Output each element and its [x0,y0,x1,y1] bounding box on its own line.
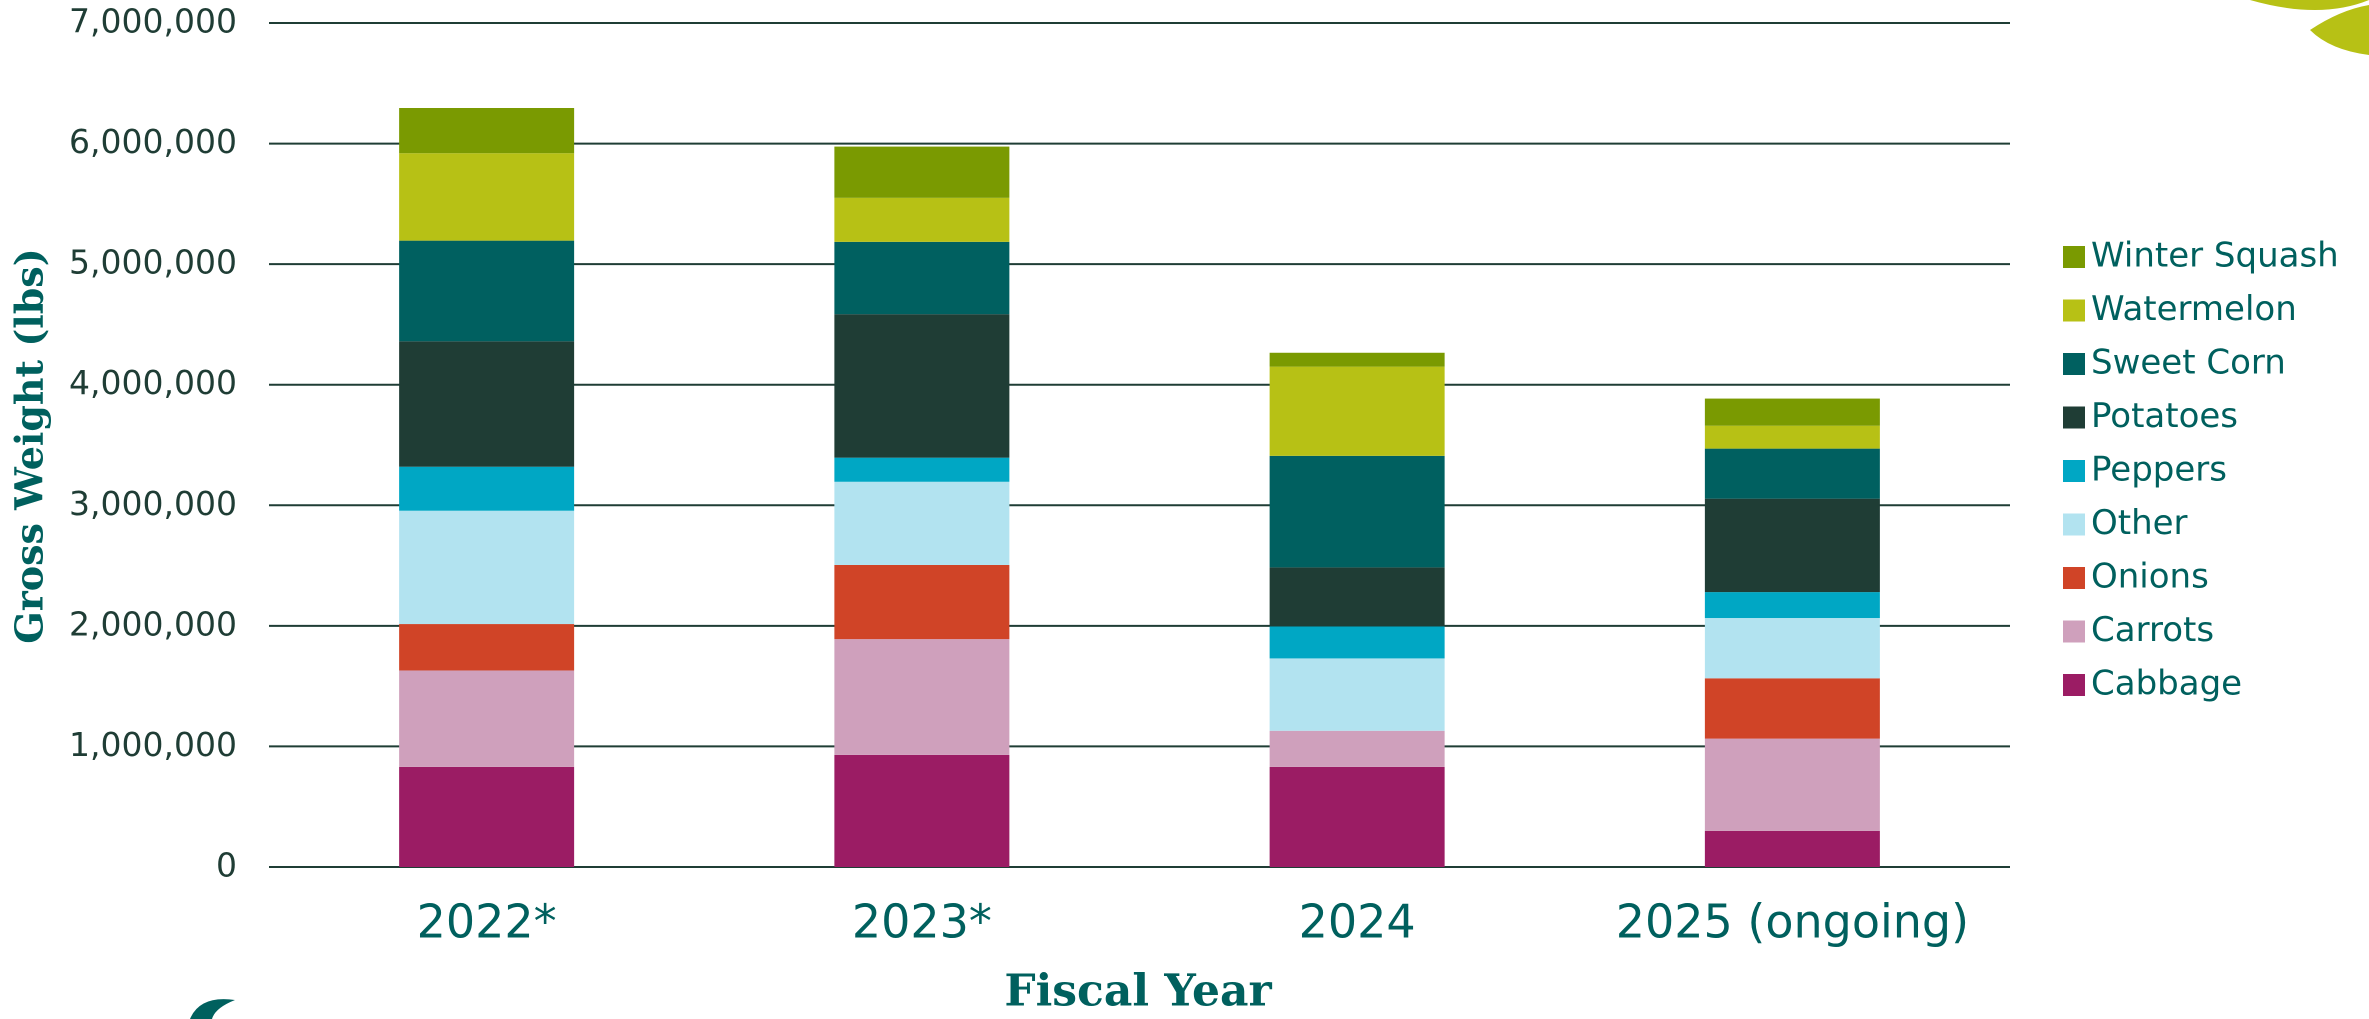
legend-label: Peppers [2091,450,2227,490]
x-tick-label: 2022* [417,895,557,949]
x-tick-label: 2023* [852,895,992,949]
bar-segment [834,241,1010,315]
legend-label: Watermelon [2091,289,2297,329]
y-tick-label: 1,000,000 [69,725,237,764]
bar-segment [834,314,1010,458]
bar-segment [399,108,575,154]
bar-segment [399,510,575,625]
legend-label: Winter Squash [2091,236,2339,276]
legend-swatch [2063,460,2085,482]
bar-segment [1704,830,1880,867]
bar-segment [834,564,1010,640]
y-tick-label: 7,000,000 [69,2,237,41]
bar-segment [834,457,1010,482]
bar-segment [399,341,575,467]
x-tick-label: 2025 (ongoing) [1616,895,1969,949]
legend-label: Onions [2091,557,2209,597]
y-tick-label: 3,000,000 [69,484,237,523]
bar-segment [834,197,1010,242]
bar-segment [1269,352,1445,367]
bar-segment [399,240,575,342]
bar-segment [399,624,575,671]
x-tick-label: 2024 [1299,895,1416,949]
bar-segment [1704,425,1880,449]
bar-segment [1704,738,1880,831]
bar-segment [834,146,1010,198]
bar-segment [1269,626,1445,659]
y-tick-label: 2,000,000 [69,604,237,643]
legend-label: Sweet Corn [2091,343,2286,383]
bar-segment [399,466,575,511]
bar-segment [1269,730,1445,767]
bar-segment [399,153,575,241]
bar-segment [834,754,1010,867]
y-tick-label: 0 [216,846,237,885]
bar-segment [1269,567,1445,627]
legend-label: Potatoes [2091,396,2238,436]
bar-segment [399,766,575,867]
bar-segment [1704,678,1880,739]
bar-segment [834,639,1010,755]
legend-swatch [2063,620,2085,643]
bar-segment [1269,766,1445,867]
bar-segment [1704,448,1880,499]
bar-segment [1704,498,1880,593]
legend-swatch [2063,406,2085,429]
bar-segment [1704,592,1880,619]
bar-segment [834,481,1010,565]
legend-swatch [2063,513,2085,536]
bar-segment [1269,366,1445,456]
legend-label: Other [2091,503,2188,543]
legend-swatch [2063,246,2085,268]
x-axis-title: Fiscal Year [1004,966,1272,1017]
legend-label: Carrots [2091,610,2214,650]
bar-segment [1704,398,1880,426]
bar-segment [1704,618,1880,679]
y-tick-label: 4,000,000 [69,363,237,402]
legend-label: Cabbage [2091,664,2242,704]
legend-swatch [2063,567,2085,589]
decoration [2250,0,2369,55]
legend-swatch [2063,674,2085,696]
y-axis-title: Gross Weight (lbs) [7,248,52,643]
bar-segment [1269,658,1445,731]
y-tick-label: 6,000,000 [69,122,237,161]
y-tick-label: 5,000,000 [69,243,237,282]
legend-swatch [2063,353,2085,375]
decoration [190,999,235,1019]
legend-swatch [2063,299,2085,322]
bar-segment [399,670,575,767]
bar-segment [1269,455,1445,568]
